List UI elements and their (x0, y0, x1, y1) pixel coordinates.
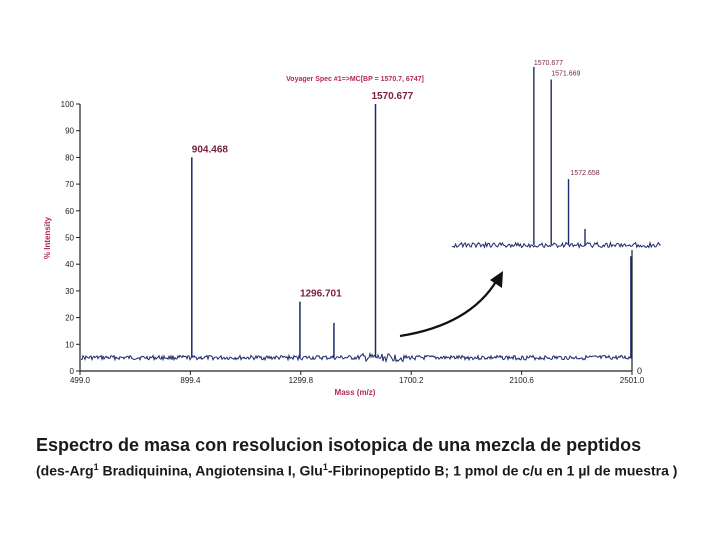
x-tick-label: 2100.6 (509, 376, 534, 385)
y-tick-label: 70 (65, 180, 74, 189)
x-tick-label: 899.4 (180, 376, 201, 385)
caption-sup-a: 1 (93, 462, 99, 472)
y-tick-group: 0 10 20 30 40 50 60 70 80 90 100 (61, 100, 80, 376)
y-tick-label: 60 (65, 207, 74, 216)
caption-micro: µ (578, 462, 587, 479)
x-tick-label: 499.0 (70, 376, 91, 385)
caption-detail-c: -Fibrinopeptido B; 1 pmol de c/u en 1 (327, 462, 579, 479)
caption-detail: (des-Arg1 Bradiquinina, Angiotensina I, … (36, 458, 696, 480)
isotope-inset-chart: 1570.677 1571.669 1572.658 (451, 60, 661, 249)
peak-label: 1296.701 (300, 289, 342, 300)
inset-peak-label: 1571.669 (551, 70, 580, 77)
spectrum-line (80, 351, 633, 364)
x-tick-label: 1700.2 (399, 376, 424, 385)
x-axis-label: Mass (m/z) (335, 388, 376, 397)
figure-caption: Espectro de masa con resolucion isotopic… (36, 434, 696, 480)
y-tick-label: 20 (65, 314, 74, 323)
peak-label: 904.468 (192, 144, 229, 155)
zoom-arrow (399, 279, 498, 338)
caption-detail-b: Bradiquinina, Angiotensina I, Glu (98, 462, 323, 479)
x-tick-label: 1299.8 (289, 376, 314, 385)
y-tick-label: 40 (65, 260, 74, 269)
y-tick-label: 80 (65, 153, 74, 162)
y-tick-label: 100 (61, 100, 75, 109)
y-tick-label: 30 (65, 287, 74, 296)
inset-peak-label: 1572.658 (571, 170, 600, 177)
y-tick-label: 50 (65, 234, 74, 243)
inset-spectrum-line (451, 240, 661, 249)
right-axis-label: 0 (637, 366, 642, 376)
caption-title: Espectro de masa con resolucion isotopic… (36, 435, 642, 455)
caption-detail-a: (des-Arg (36, 462, 94, 479)
y-tick-label: 90 (65, 127, 74, 136)
y-tick-label: 10 (65, 340, 74, 349)
peak-label-group: 904.468 1296.701 1570.677 (191, 91, 632, 358)
main-spectrum-chart: Voyager Spec #1=>MC[BP = 1570.7, 6747] 0… (43, 76, 645, 397)
inset-label-group: 1570.677 1571.669 1572.658 (533, 60, 600, 245)
y-axis-label: % Intensity (43, 216, 52, 259)
mass-spectrum-figure: Voyager Spec #1=>MC[BP = 1570.7, 6747] 0… (43, 60, 661, 397)
peak-label: 1570.677 (371, 91, 413, 102)
zoom-arrow-head (490, 271, 503, 288)
x-tick-group: 499.0 899.4 1299.8 1700.2 2100.6 2501.0 (70, 371, 645, 385)
y-tick-label: 0 (70, 367, 75, 376)
inset-peak-label: 1570.677 (534, 60, 563, 67)
caption-sup-b: 1 (322, 462, 328, 472)
x-tick-label: 2501.0 (620, 376, 645, 385)
chart-title: Voyager Spec #1=>MC[BP = 1570.7, 6747] (286, 76, 424, 83)
caption-detail-d: l de muestra ) (586, 462, 678, 479)
